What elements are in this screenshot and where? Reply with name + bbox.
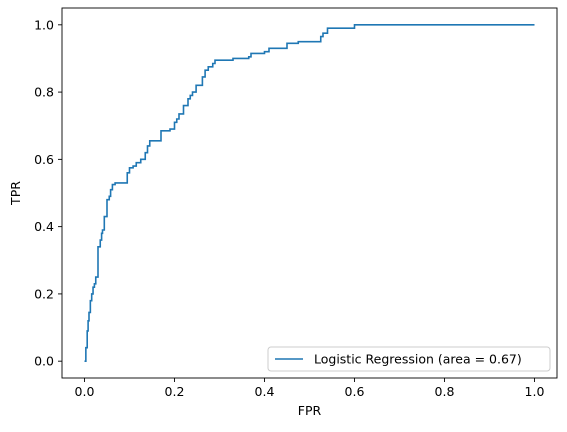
legend-box	[267, 346, 551, 372]
axes-frame	[61, 7, 558, 379]
y-tick-label: 0.2	[34, 286, 54, 301]
x-axis-label: FPR	[298, 403, 322, 418]
x-tick-label: 0.6	[345, 384, 365, 399]
legend: Logistic Regression (area = 0.67)	[267, 346, 551, 372]
y-tick-label: 0.8	[34, 85, 54, 100]
roc-curve-line	[84, 24, 535, 362]
x-tick-label: 0.4	[255, 384, 275, 399]
x-tick-label: 0.2	[165, 384, 185, 399]
x-tick-label: 0.0	[75, 384, 95, 399]
x-tick-label: 0.8	[435, 384, 455, 399]
x-tick-label: 1.0	[525, 384, 545, 399]
y-tick-label: 0.4	[34, 219, 54, 234]
tick-group: 0.0 0.2 0.4 0.6 0.8 1.0 0.0 0.2 0.4 0.6 0.8 1.0	[34, 17, 544, 399]
y-axis-label: TPR	[8, 181, 23, 206]
y-tick-label: 0.6	[34, 152, 54, 167]
y-tick-label: 0.0	[34, 354, 54, 369]
plot-area	[84, 24, 535, 362]
y-tick-label: 1.0	[34, 17, 54, 32]
legend-label: Logistic Regression (area = 0.67)	[314, 352, 522, 367]
